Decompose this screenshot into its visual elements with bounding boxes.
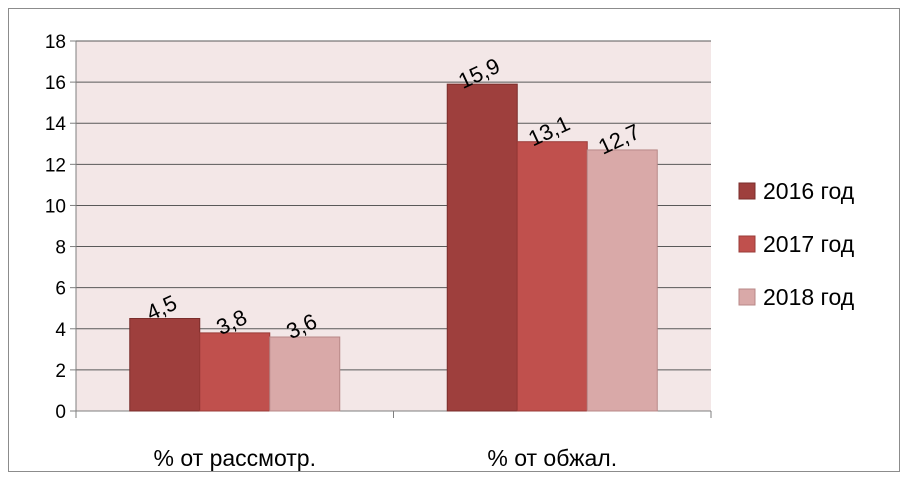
bar-3-1 (269, 336, 341, 412)
y-axis-tick-label: 0 (55, 402, 66, 423)
legend-swatch (738, 182, 756, 200)
bar-2-1 (199, 332, 271, 412)
y-axis-tick-label: 6 (55, 279, 66, 300)
bar-1-2 (446, 83, 518, 412)
y-axis-tick-label: 4 (55, 320, 66, 341)
y-axis-tick-label: 18 (45, 32, 66, 53)
legend-label: 2018 год (763, 284, 855, 310)
chart-frame: 0 2 4 6 8 10 12 14 16 18 4,5 3,8 3,6% от рассмотр. 15… (8, 8, 900, 472)
y-axis-tick-label: 10 (45, 196, 66, 217)
legend-swatch (738, 235, 756, 253)
legend-label: 2017 год (763, 231, 855, 257)
y-axis-tick-label: 16 (45, 73, 66, 94)
bar-3-2 (586, 149, 658, 412)
y-axis-tick-label: 2 (55, 361, 66, 382)
x-axis-category-label: % от обжал. (487, 445, 617, 471)
x-axis-category-label: % от рассмотр. (154, 445, 316, 471)
legend-swatch (738, 288, 756, 306)
y-axis-tick-label: 14 (45, 114, 67, 135)
y-axis-tick-label: 12 (45, 155, 66, 176)
legend-label: 2016 год (763, 178, 855, 204)
bar-2-2 (516, 141, 588, 412)
bar-1-1 (129, 318, 201, 412)
y-axis-tick-label: 8 (55, 238, 66, 259)
